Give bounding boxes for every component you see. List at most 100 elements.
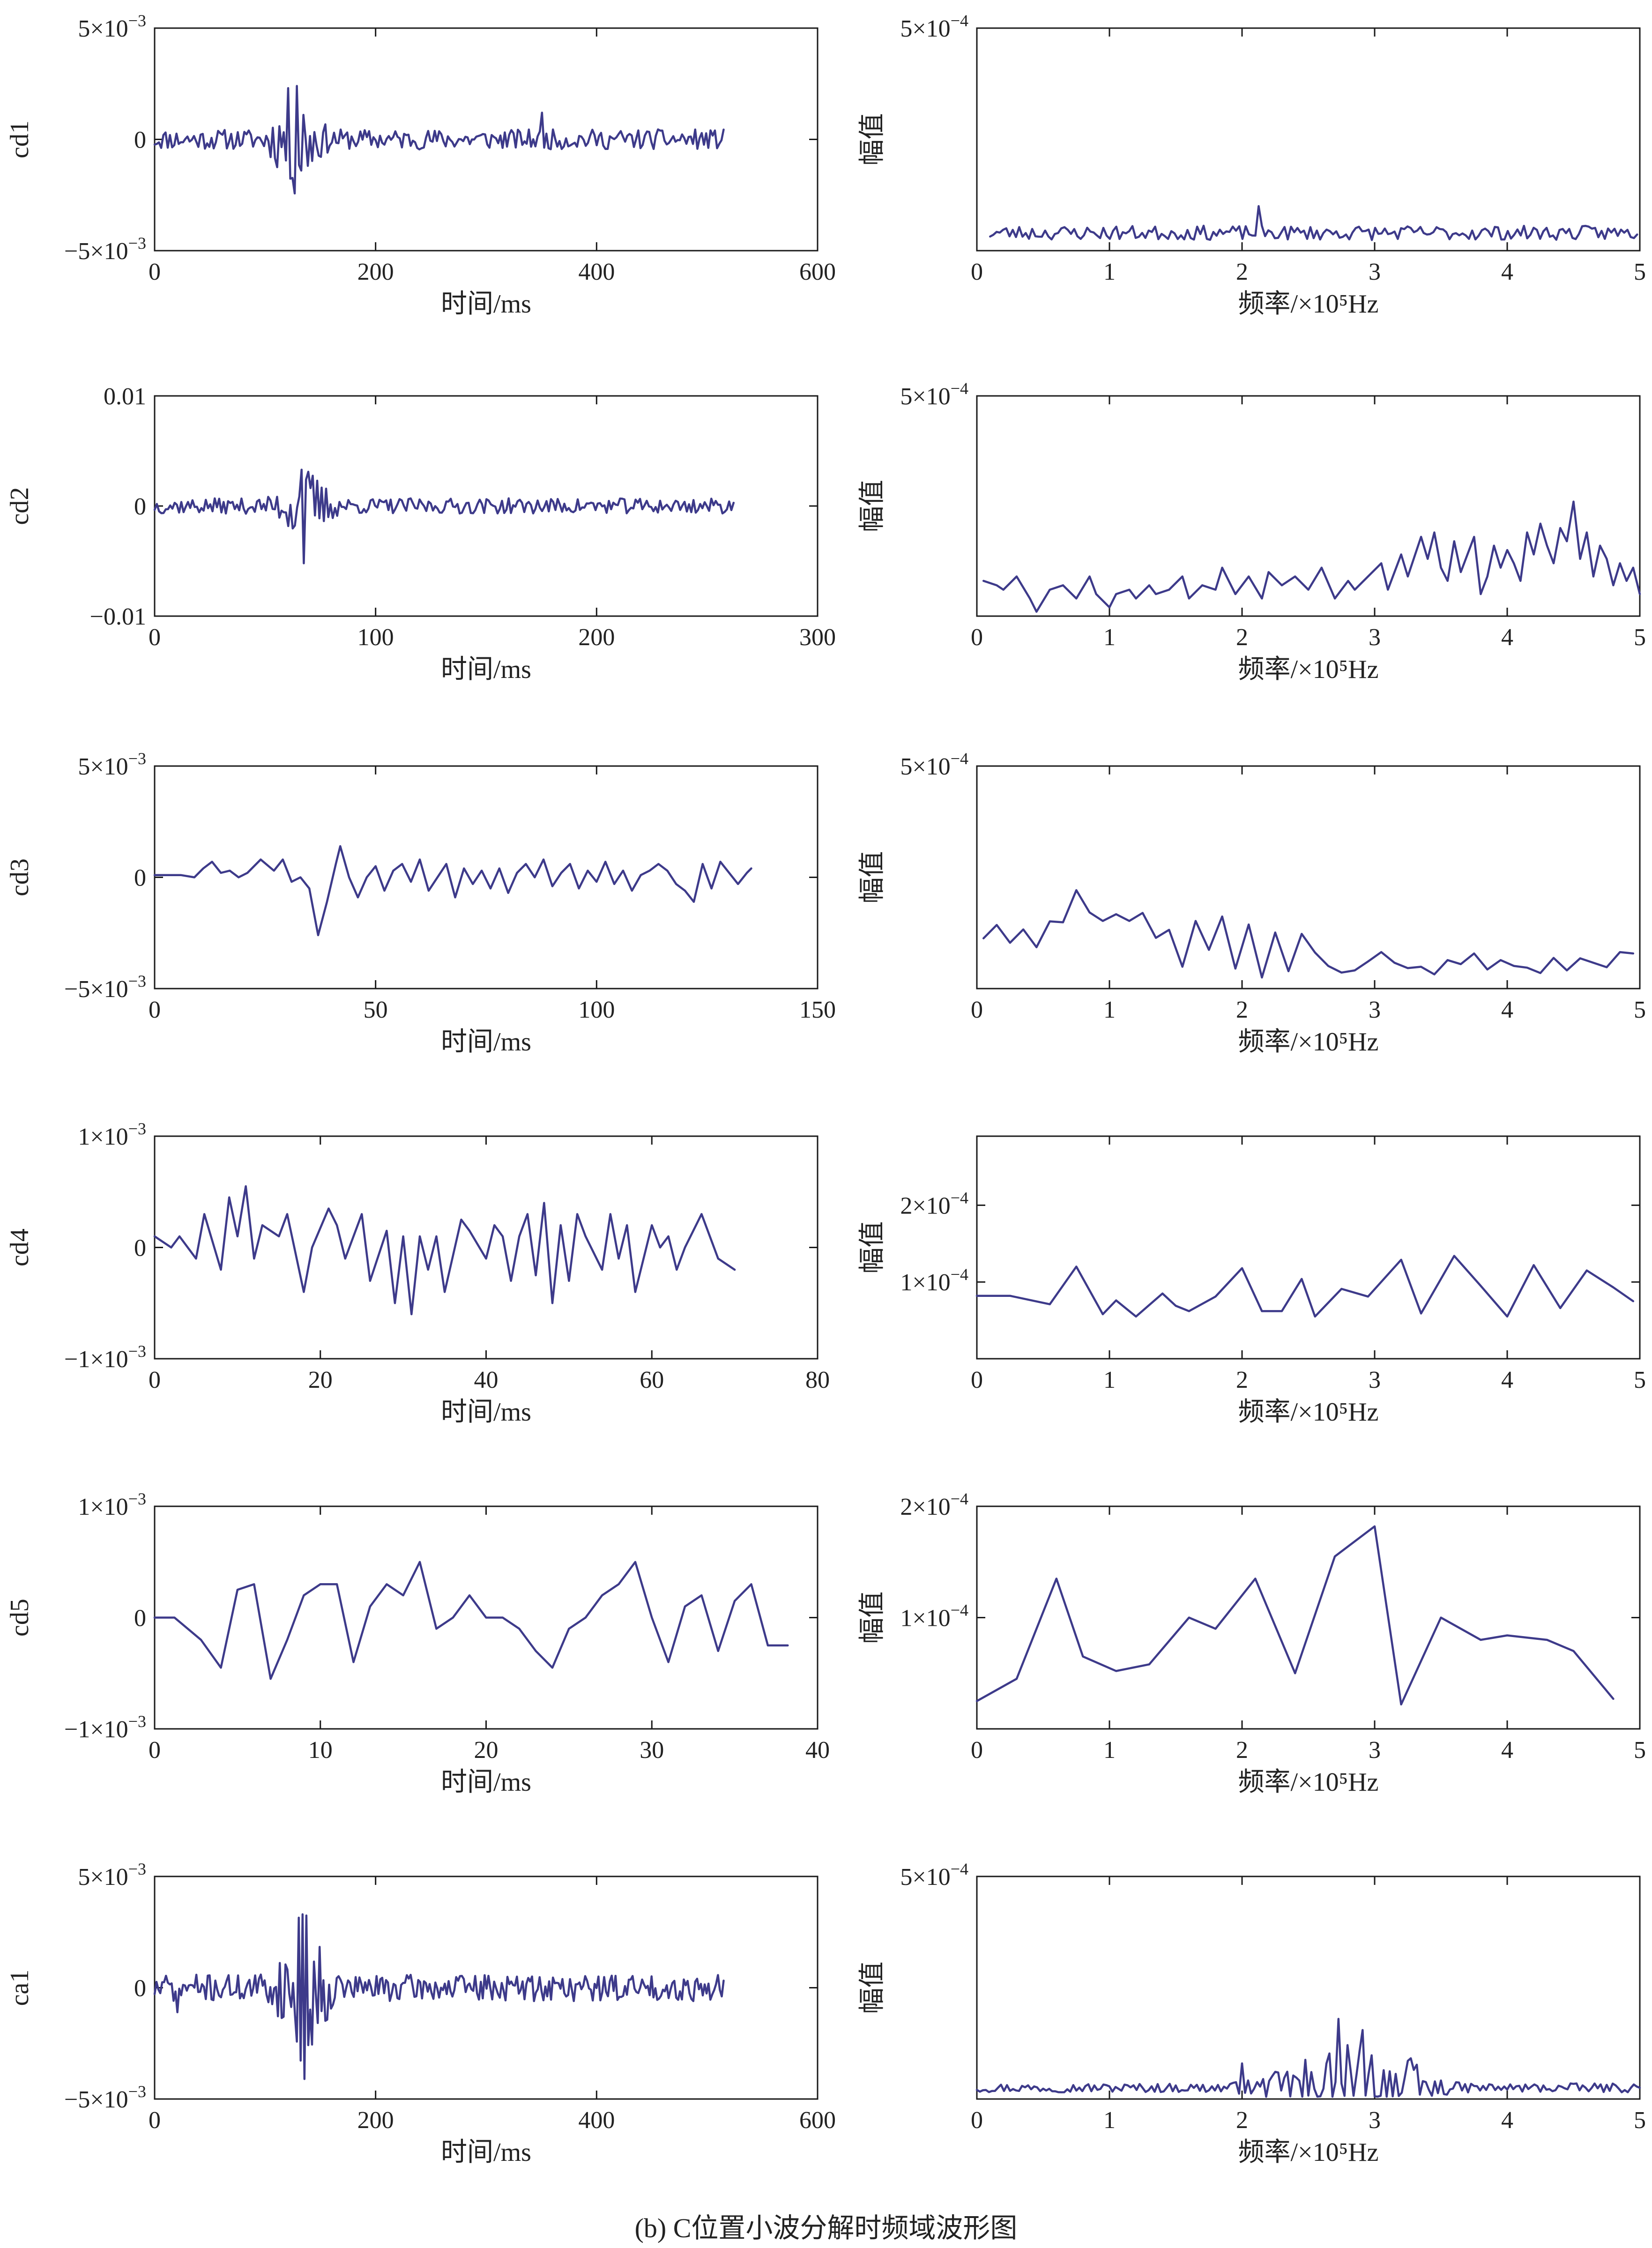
y-tick-label: 0 xyxy=(134,865,146,892)
x-tick-label: 0 xyxy=(149,997,161,1023)
y-tick-exponent: −4 xyxy=(951,1188,968,1207)
series-line-cd1-time xyxy=(153,85,725,195)
chart-panel-cd1-freq: 0 1 2 3 4 5 5×10−4 频率/×10⁵Hz 幅值 xyxy=(858,11,1646,319)
x-tick-label: 50 xyxy=(364,997,388,1023)
y-tick-exponent: −4 xyxy=(951,379,968,398)
y-tick-base: 1×10 xyxy=(78,1124,128,1150)
x-axis-label: 时间/ms xyxy=(441,1398,531,1427)
y-tick-base: 2×10 xyxy=(900,1192,950,1219)
y-axis-label: cd4 xyxy=(5,1228,34,1266)
plot-frame xyxy=(976,1505,1641,1730)
y-tick-label: −0.01 xyxy=(90,603,146,630)
x-axis-label: 频率/×10⁵Hz xyxy=(1238,1027,1379,1057)
x-axis-label: 频率/×10⁵Hz xyxy=(1238,290,1379,319)
y-tick-base: 1×10 xyxy=(900,1605,950,1632)
y-tick-label: 0 xyxy=(134,127,146,154)
x-tick-label: 2 xyxy=(1236,259,1248,285)
y-tick-label: −1×10−3 xyxy=(64,1342,146,1373)
y-axis-label: 幅值 xyxy=(858,1962,887,2014)
y-tick-base: 5×10 xyxy=(78,15,128,42)
x-axis-label: 时间/ms xyxy=(441,1027,531,1057)
series-line-cd5-time xyxy=(153,1561,789,1680)
series-line-ca1-freq xyxy=(975,2017,1641,2098)
series-line-cd3-time xyxy=(153,845,752,937)
x-tick-label: 1 xyxy=(1103,624,1116,651)
x-tick-label: 1 xyxy=(1103,259,1116,285)
y-axis-label: 幅值 xyxy=(858,1592,887,1644)
plot-frame xyxy=(976,395,1641,617)
chart-panel-cd2-freq: 0 1 2 3 4 5 5×10−4 频率/×10⁵Hz 幅值 xyxy=(858,379,1646,684)
plot-frame xyxy=(154,1135,819,1360)
y-tick-label: 0 xyxy=(134,1975,146,2002)
x-tick-label: 30 xyxy=(640,1737,664,1764)
y-tick-label: 1×10−4 xyxy=(900,1265,968,1296)
x-tick-label: 5 xyxy=(1634,259,1646,285)
x-axis-label: 时间/ms xyxy=(441,2138,531,2167)
x-tick-label: 0 xyxy=(971,1367,983,1393)
x-tick-label: 5 xyxy=(1634,1367,1646,1393)
y-tick-base: 1×10 xyxy=(78,1494,128,1520)
x-tick-label: 40 xyxy=(474,1367,499,1393)
figure-caption: (b) C位置小波分解时频域波形图 xyxy=(635,2213,1018,2243)
y-tick-label: −5×10−3 xyxy=(64,234,146,265)
y-tick-exponent: −4 xyxy=(951,11,968,30)
plot-frame xyxy=(976,27,1641,252)
chart-panel-ca1-freq: 0 1 2 3 4 5 5×10−4 频率/×10⁵Hz 幅值 xyxy=(858,1860,1646,2167)
series-line-cd5-freq xyxy=(975,1525,1615,1706)
y-tick-label: 5×10−4 xyxy=(900,11,968,42)
x-tick-label: 4 xyxy=(1501,1737,1513,1764)
y-tick-label: 5×10−3 xyxy=(78,11,146,42)
y-tick-base: 5×10 xyxy=(78,1864,128,1891)
x-tick-label: 1 xyxy=(1103,1737,1116,1764)
x-tick-label: 600 xyxy=(799,259,836,285)
y-tick-label: 1×10−3 xyxy=(78,1489,146,1520)
x-tick-label: 4 xyxy=(1501,1367,1513,1393)
y-tick-exponent: −3 xyxy=(128,1712,146,1731)
x-tick-label: 2 xyxy=(1236,2107,1248,2134)
x-tick-label: 200 xyxy=(357,259,394,285)
y-axis-label: cd2 xyxy=(5,487,34,525)
x-tick-label: 10 xyxy=(308,1737,333,1764)
y-axis-label: 幅值 xyxy=(858,1221,887,1274)
y-tick-base: 5×10 xyxy=(900,1864,950,1891)
y-tick-base: −5×10 xyxy=(64,2086,128,2113)
x-tick-label: 3 xyxy=(1369,2107,1381,2134)
x-tick-label: 5 xyxy=(1634,2107,1646,2134)
x-tick-label: 2 xyxy=(1236,624,1248,651)
series-line-cd4-freq xyxy=(975,1255,1635,1318)
y-tick-label: −5×10−3 xyxy=(64,2082,146,2113)
x-tick-label: 0 xyxy=(971,259,983,285)
y-tick-base: −1×10 xyxy=(64,1346,128,1373)
series-line-cd2-freq xyxy=(982,500,1641,613)
x-tick-label: 5 xyxy=(1634,1737,1646,1764)
y-tick-base: 5×10 xyxy=(78,753,128,780)
y-tick-label: 0 xyxy=(134,1605,146,1632)
y-tick-base: 2×10 xyxy=(900,1494,950,1520)
series-line-ca1-time xyxy=(153,1913,725,2080)
y-tick-label: 1×10−4 xyxy=(900,1601,968,1632)
x-tick-label: 1 xyxy=(1103,1367,1116,1393)
x-tick-label: 400 xyxy=(578,2107,615,2134)
x-tick-label: 0 xyxy=(149,1737,161,1764)
x-tick-label: 20 xyxy=(308,1367,333,1393)
x-tick-label: 600 xyxy=(799,2107,836,2134)
x-axis-label: 时间/ms xyxy=(441,655,531,684)
x-tick-label: 0 xyxy=(971,2107,983,2134)
x-tick-label: 0 xyxy=(149,2107,161,2134)
y-axis-label: 幅值 xyxy=(858,851,887,904)
x-tick-label: 0 xyxy=(149,624,161,651)
y-tick-base: 5×10 xyxy=(900,15,950,42)
x-tick-label: 300 xyxy=(799,624,836,651)
plot-frame xyxy=(976,1876,1641,2100)
y-tick-base: −1×10 xyxy=(64,1716,128,1743)
x-tick-label: 60 xyxy=(640,1367,664,1393)
x-tick-label: 5 xyxy=(1634,624,1646,651)
y-tick-exponent: −3 xyxy=(128,972,146,990)
x-tick-label: 0 xyxy=(149,259,161,285)
series-line-cd1-freq xyxy=(989,205,1638,241)
y-tick-base: 5×10 xyxy=(900,383,950,410)
x-tick-label: 200 xyxy=(357,2107,394,2134)
